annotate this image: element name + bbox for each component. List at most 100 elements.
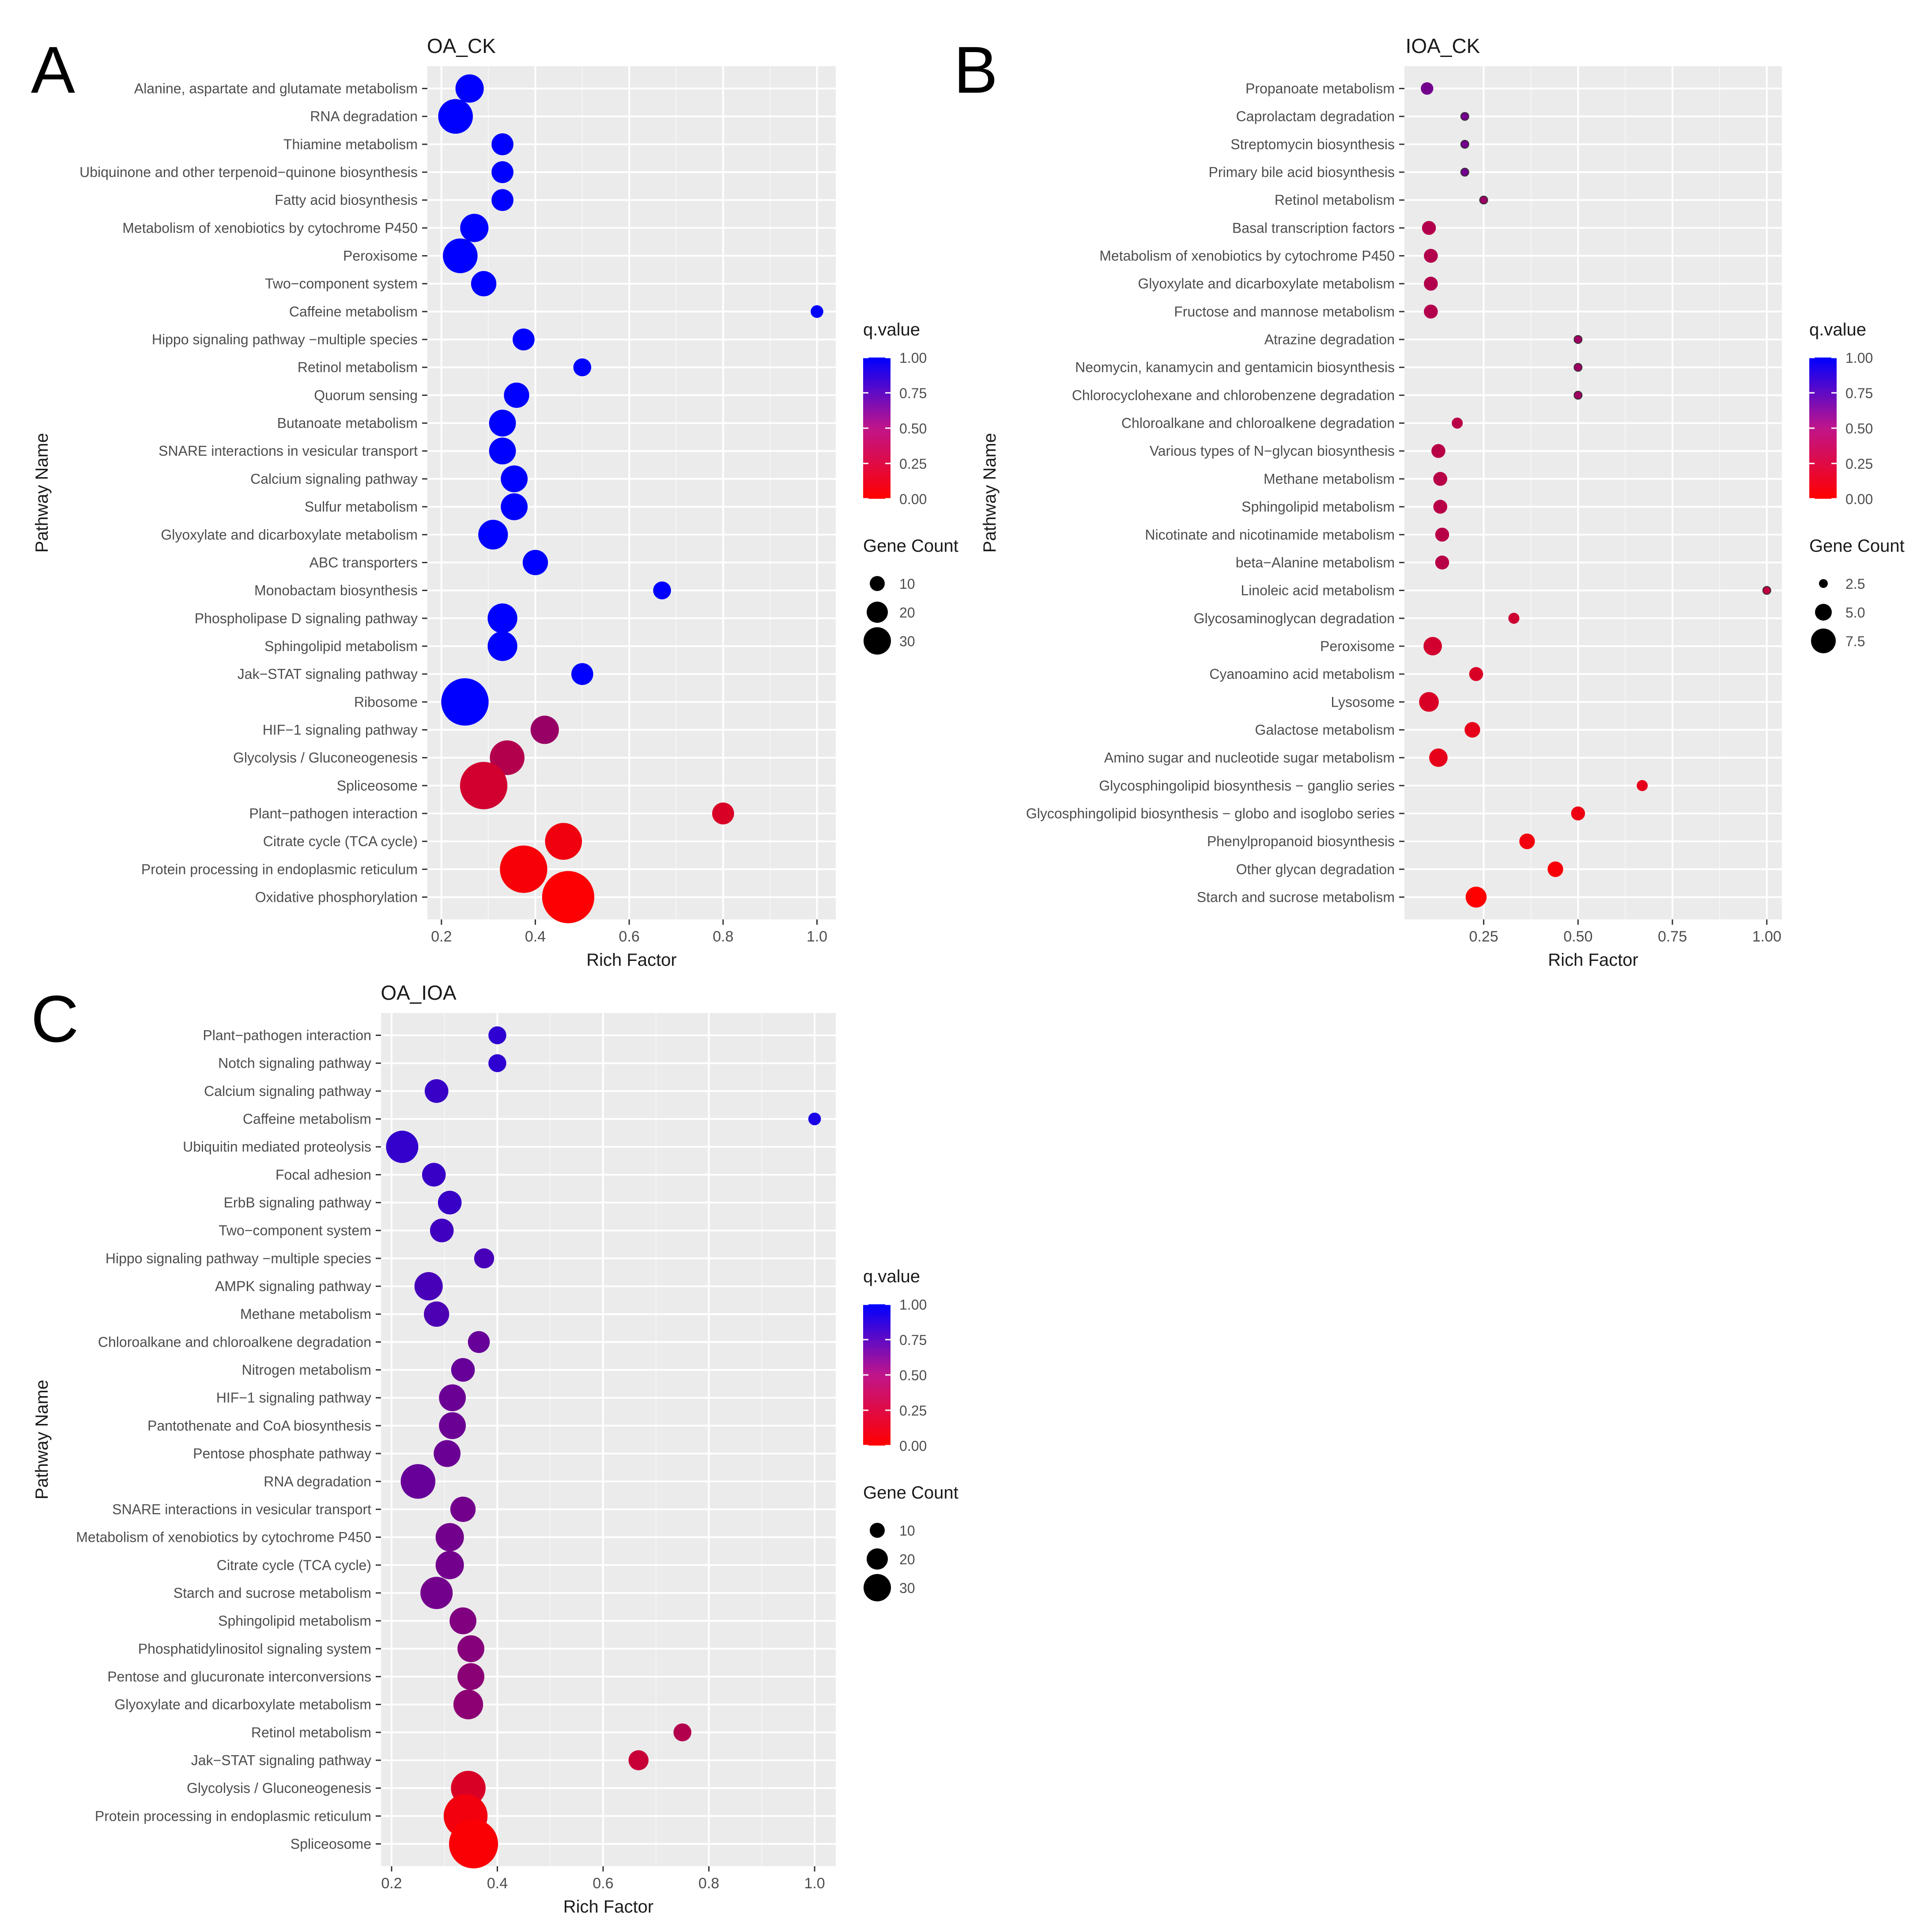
y-axis-label: Pathway Name bbox=[32, 1380, 52, 1499]
x-tick-label: 0.25 bbox=[1469, 928, 1498, 945]
genecount-legend-title: Gene Count bbox=[863, 1483, 958, 1502]
pathway-label: SNARE interactions in vesicular transpor… bbox=[158, 443, 418, 459]
data-point bbox=[424, 1301, 449, 1327]
data-point bbox=[1424, 276, 1438, 291]
colorbar-tick-label: 0.75 bbox=[899, 1332, 927, 1348]
pathway-label: Glycosaminoglycan degradation bbox=[1194, 610, 1395, 626]
pathway-label: Spliceosome bbox=[337, 778, 418, 794]
pathway-label: Peroxisome bbox=[343, 248, 418, 264]
pathway-label: Primary bile acid biosynthesis bbox=[1209, 164, 1395, 180]
pathway-label: Notch signaling pathway bbox=[218, 1055, 371, 1071]
pathway-label: Glyoxylate and dicarboxylate metabolism bbox=[1138, 276, 1395, 292]
x-tick-label: 0.50 bbox=[1563, 928, 1592, 945]
panel-letter: C bbox=[31, 982, 79, 1056]
pathway-label: Metabolism of xenobiotics by cytochrome … bbox=[76, 1529, 371, 1545]
qvalue-legend-title: q.value bbox=[863, 320, 920, 339]
qvalue-legend-title: q.value bbox=[863, 1267, 920, 1286]
data-point bbox=[808, 1112, 821, 1126]
panel-letter: B bbox=[954, 33, 998, 107]
data-point bbox=[1460, 168, 1469, 177]
data-point bbox=[1469, 667, 1483, 681]
data-point bbox=[430, 1218, 454, 1243]
data-point bbox=[1460, 139, 1469, 149]
plot-background bbox=[381, 1013, 836, 1866]
pathway-label: Nicotinate and nicotinamide metabolism bbox=[1145, 527, 1395, 542]
data-point bbox=[435, 1551, 464, 1579]
data-point bbox=[1479, 196, 1488, 205]
data-point bbox=[460, 762, 508, 810]
panel-title: OA_CK bbox=[427, 34, 496, 57]
data-point bbox=[1424, 305, 1438, 319]
pathway-label: Alanine, aspartate and glutamate metabol… bbox=[134, 81, 418, 97]
data-point bbox=[1433, 472, 1448, 486]
pathway-label: Nitrogen metabolism bbox=[242, 1362, 371, 1378]
colorbar-tick-label: 1.00 bbox=[899, 350, 927, 366]
pathway-label: Oxidative phosphorylation bbox=[255, 889, 418, 905]
data-point bbox=[1433, 500, 1448, 514]
data-point bbox=[673, 1723, 691, 1742]
pathway-label: Pentose and glucuronate interconversions bbox=[107, 1668, 371, 1684]
pathway-label: HIF−1 signaling pathway bbox=[263, 722, 418, 738]
genecount-legend-label: 10 bbox=[899, 576, 915, 592]
data-point bbox=[491, 161, 513, 183]
genecount-legend-dot bbox=[1819, 579, 1828, 588]
pathway-label: Phenylpropanoid biosynthesis bbox=[1207, 833, 1395, 849]
genecount-legend-label: 7.5 bbox=[1845, 633, 1865, 649]
colorbar-tick-label: 0.75 bbox=[899, 385, 927, 401]
pathway-label: RNA degradation bbox=[310, 109, 418, 124]
data-point bbox=[449, 1607, 477, 1634]
pathway-label: Hippo signaling pathway −multiple specie… bbox=[106, 1250, 371, 1266]
pathway-label: Starch and sucrose metabolism bbox=[174, 1585, 371, 1601]
colorbar-tick-label: 0.50 bbox=[899, 1367, 927, 1383]
pathway-label: RNA degradation bbox=[264, 1473, 371, 1489]
pathway-label: Fatty acid biosynthesis bbox=[275, 192, 418, 208]
pathway-label: Various types of N−glycan biosynthesis bbox=[1150, 443, 1395, 459]
genecount-legend-dot bbox=[864, 627, 891, 655]
genecount-legend-dot bbox=[870, 1523, 885, 1538]
data-point bbox=[545, 823, 582, 860]
data-point bbox=[1431, 444, 1445, 458]
genecount-legend-label: 2.5 bbox=[1845, 576, 1865, 592]
pathway-label: Chloroalkane and chloroalkene degradatio… bbox=[98, 1334, 371, 1350]
data-point bbox=[1435, 527, 1449, 542]
pathway-label: Fructose and mannose metabolism bbox=[1174, 304, 1395, 320]
x-tick-label: 0.75 bbox=[1658, 928, 1687, 945]
x-axis-label: Rich Factor bbox=[1548, 950, 1638, 970]
data-point bbox=[1452, 418, 1463, 429]
x-axis-label: Rich Factor bbox=[586, 950, 677, 970]
data-point bbox=[435, 1523, 464, 1551]
pathway-label: Citrate cycle (TCA cycle) bbox=[217, 1557, 371, 1573]
genecount-legend-label: 20 bbox=[899, 605, 915, 621]
data-point bbox=[489, 410, 516, 437]
data-point bbox=[522, 550, 548, 576]
data-point bbox=[1762, 586, 1771, 595]
data-point bbox=[439, 1412, 466, 1439]
pathway-label: Two−component system bbox=[219, 1223, 371, 1239]
pathway-label: AMPK signaling pathway bbox=[215, 1278, 371, 1294]
x-tick-label: 0.2 bbox=[431, 928, 452, 945]
pathway-label: Caffeine metabolism bbox=[289, 304, 418, 320]
pathway-label: Other glycan degradation bbox=[1236, 861, 1395, 877]
pathway-label: beta−Alanine metabolism bbox=[1236, 554, 1395, 570]
colorbar-tick-label: 0.25 bbox=[899, 1403, 927, 1419]
pathway-label: Atrazine degradation bbox=[1264, 331, 1395, 347]
data-point bbox=[386, 1130, 419, 1163]
pathway-label: Phosphatidylinositol signaling system bbox=[138, 1641, 371, 1657]
x-axis-label: Rich Factor bbox=[563, 1897, 654, 1917]
colorbar-tick-label: 1.00 bbox=[1845, 350, 1873, 366]
pathway-label: Basal transcription factors bbox=[1232, 220, 1395, 236]
pathway-label: Focal adhesion bbox=[275, 1167, 371, 1182]
genecount-legend-label: 30 bbox=[899, 1580, 915, 1596]
panel-a: A OA_CK 0.2 0.4 0.6 0.8 1.0 Alanine, aspartate … bbox=[31, 33, 958, 970]
colorbar-tick-label: 0.25 bbox=[899, 456, 927, 472]
genecount-legend-label: 20 bbox=[899, 1551, 915, 1567]
pathway-label: Citrate cycle (TCA cycle) bbox=[263, 833, 418, 849]
qvalue-legend-title: q.value bbox=[1809, 320, 1866, 339]
pathway-label: Chlorocyclohexane and chlorobenzene degr… bbox=[1072, 387, 1395, 403]
data-point bbox=[1460, 112, 1469, 121]
pathway-label: Calcium signaling pathway bbox=[250, 471, 418, 487]
pathway-label: Phospholipase D signaling pathway bbox=[195, 610, 418, 626]
data-point bbox=[1435, 555, 1449, 570]
pathway-label: Metabolism of xenobiotics by cytochrome … bbox=[1099, 248, 1395, 264]
